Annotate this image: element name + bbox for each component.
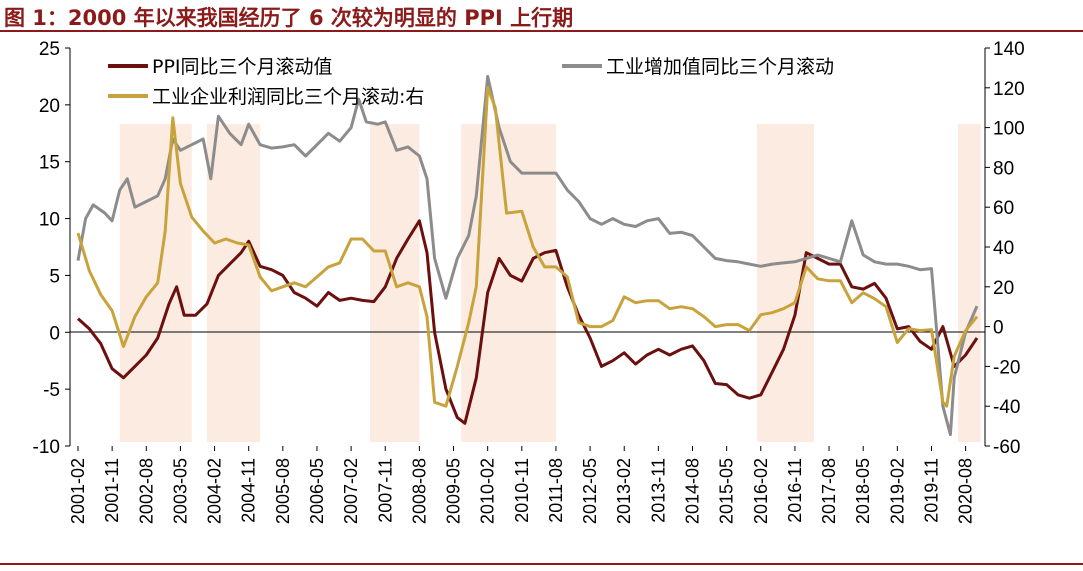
x-tick-label: 2009-05 xyxy=(444,458,464,524)
x-tick-label: 2007-11 xyxy=(375,458,395,523)
right-tick-label: 60 xyxy=(993,198,1014,219)
x-tick-label: 2003-05 xyxy=(170,458,190,524)
left-tick-label: 0 xyxy=(49,323,60,344)
title-rule xyxy=(0,30,1083,32)
shaded-period-4 xyxy=(756,124,814,442)
left-tick-label: 15 xyxy=(39,153,60,174)
left-tick-label: -10 xyxy=(33,437,60,458)
x-tick-label: 2002-08 xyxy=(136,458,156,524)
x-tick-label: 2019-11 xyxy=(921,458,941,523)
x-tick-label: 2016-11 xyxy=(785,458,805,523)
right-tick-label: 80 xyxy=(993,158,1014,179)
series-line-2 xyxy=(76,86,979,408)
x-tick-label: 2012-05 xyxy=(580,458,600,524)
series-line-0 xyxy=(76,219,979,425)
right-tick-label: 120 xyxy=(993,79,1025,100)
figure-title: 图 1：2000 年以来我国经历了 6 次较为明显的 PPI 上行期 xyxy=(4,6,574,30)
x-tick-label: 2004-02 xyxy=(205,458,225,524)
x-tick-label: 2011-08 xyxy=(546,458,566,523)
left-tick-label: 20 xyxy=(39,96,60,117)
x-axis-ticks: 2001-02 2001-11 2002-08 2003-05 2004-02 2004-… xyxy=(68,446,976,524)
x-tick-label: 2001-11 xyxy=(102,458,122,523)
series-lines xyxy=(76,74,979,437)
x-tick-label: 2010-11 xyxy=(512,458,532,523)
left-tick-label: 5 xyxy=(49,266,60,287)
right-tick-label: -60 xyxy=(993,437,1020,458)
x-tick-label: 2017-08 xyxy=(819,458,839,524)
x-tick-label: 2007-02 xyxy=(341,458,361,524)
x-tick-label: 2013-02 xyxy=(614,458,634,524)
right-tick-label: 40 xyxy=(993,238,1014,259)
right-tick-label: 20 xyxy=(993,278,1014,299)
right-tick-label: 100 xyxy=(993,119,1025,140)
legend-label-ppi: PPI同比三个月滚动值 xyxy=(152,56,333,78)
x-tick-label: 2004-11 xyxy=(239,458,259,523)
right-tick-label: 0 xyxy=(993,318,1004,339)
x-tick-label: 2010-02 xyxy=(478,458,498,524)
x-tick-label: 2006-05 xyxy=(307,458,327,524)
legend-label-industrial-output: 工业增加值同比三个月滚动 xyxy=(606,56,834,78)
legend: PPI同比三个月滚动值 工业增加值同比三个月滚动 工业企业利润同比三个月滚动:右 xyxy=(108,56,834,108)
x-tick-label: 2005-08 xyxy=(273,458,293,524)
right-tick-label: 140 xyxy=(993,39,1025,60)
bottom-rule xyxy=(0,563,1083,565)
x-tick-label: 2008-08 xyxy=(409,458,429,524)
x-tick-label: 2014-08 xyxy=(683,458,703,524)
x-tick-label: 2013-11 xyxy=(648,458,668,523)
x-tick-label: 2015-05 xyxy=(717,458,737,524)
x-tick-label: 2016-02 xyxy=(751,458,771,524)
left-tick-label: -5 xyxy=(43,380,60,401)
x-tick-label: 2018-05 xyxy=(853,458,873,524)
shaded-period-5 xyxy=(958,124,981,442)
left-tick-label: 10 xyxy=(39,210,60,231)
right-axis-ticks: -60 -40 -20 0 20 40 60 80 100 120 140 xyxy=(985,39,1025,458)
legend-label-industrial-profit: 工业企业利润同比三个月滚动:右 xyxy=(152,86,424,108)
x-tick-label: 2019-02 xyxy=(887,458,907,524)
x-tick-label: 2001-02 xyxy=(68,458,88,524)
x-tick-label: 2020-08 xyxy=(956,458,976,524)
right-tick-label: -40 xyxy=(993,397,1020,418)
series-line-1 xyxy=(76,74,979,437)
left-tick-label: 25 xyxy=(39,39,60,60)
left-axis-ticks: -10 -5 0 5 10 15 20 25 xyxy=(33,39,70,458)
right-tick-label: -20 xyxy=(993,357,1020,378)
